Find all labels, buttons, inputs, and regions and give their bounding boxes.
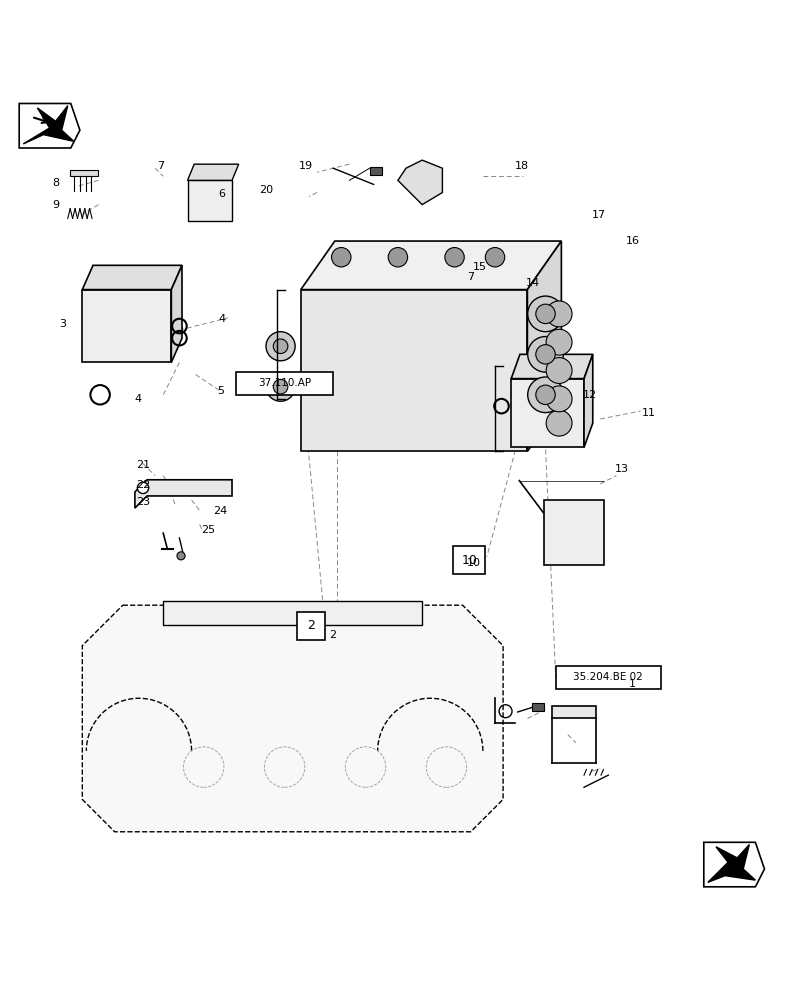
Polygon shape: [187, 164, 238, 180]
Text: 7: 7: [157, 161, 164, 171]
Polygon shape: [187, 180, 232, 221]
Bar: [296, 612, 324, 640]
Polygon shape: [24, 106, 74, 144]
Circle shape: [546, 301, 571, 327]
Polygon shape: [583, 354, 592, 447]
Polygon shape: [300, 241, 560, 290]
Circle shape: [485, 248, 504, 267]
Text: 25: 25: [201, 525, 215, 535]
Circle shape: [546, 358, 571, 383]
Circle shape: [177, 552, 185, 560]
Circle shape: [546, 329, 571, 355]
Circle shape: [527, 337, 563, 372]
Bar: [531, 703, 543, 711]
Circle shape: [331, 248, 350, 267]
Text: 23: 23: [136, 497, 151, 507]
Text: 12: 12: [581, 390, 596, 400]
Text: 6: 6: [218, 189, 225, 199]
Circle shape: [535, 304, 555, 324]
Text: 21: 21: [136, 460, 151, 470]
Bar: [551, 706, 595, 718]
Text: 5: 5: [217, 386, 224, 396]
Polygon shape: [511, 379, 583, 447]
Text: 35.204.BE 02: 35.204.BE 02: [573, 672, 642, 682]
Circle shape: [388, 248, 407, 267]
Text: 16: 16: [625, 236, 639, 246]
Bar: [453, 546, 485, 574]
Text: 18: 18: [515, 161, 529, 171]
Circle shape: [546, 410, 571, 436]
Bar: [163, 601, 422, 625]
Circle shape: [444, 248, 464, 267]
Text: 7: 7: [466, 272, 474, 282]
Circle shape: [527, 296, 563, 332]
Text: 2: 2: [307, 619, 315, 632]
Circle shape: [266, 372, 294, 401]
Text: 10: 10: [461, 554, 477, 567]
Circle shape: [137, 482, 148, 494]
Text: 11: 11: [642, 408, 655, 418]
Polygon shape: [82, 605, 503, 832]
Bar: [70, 170, 98, 176]
Text: 15: 15: [473, 262, 487, 272]
Circle shape: [273, 379, 287, 394]
Circle shape: [535, 345, 555, 364]
Text: 10: 10: [466, 558, 480, 568]
Text: 22: 22: [136, 480, 151, 490]
Circle shape: [273, 339, 287, 354]
Text: 2: 2: [328, 630, 336, 640]
Polygon shape: [707, 845, 754, 882]
Text: 9: 9: [52, 200, 59, 210]
Circle shape: [546, 386, 571, 412]
Polygon shape: [171, 265, 182, 362]
Bar: [236, 372, 333, 395]
Bar: [369, 167, 381, 175]
Text: 17: 17: [591, 210, 606, 220]
Text: 13: 13: [614, 464, 628, 474]
Polygon shape: [511, 354, 592, 379]
Circle shape: [527, 377, 563, 413]
Text: 3: 3: [59, 319, 67, 329]
Text: 14: 14: [525, 278, 539, 288]
Polygon shape: [526, 241, 560, 451]
Polygon shape: [300, 290, 526, 451]
Polygon shape: [82, 290, 171, 362]
Text: 8: 8: [52, 178, 59, 188]
Text: 19: 19: [298, 161, 312, 171]
Text: 37.110.AP: 37.110.AP: [258, 378, 311, 388]
Bar: [555, 666, 660, 689]
Text: 4: 4: [218, 314, 225, 324]
Text: 24: 24: [213, 506, 227, 516]
Polygon shape: [135, 480, 232, 508]
Text: 4: 4: [135, 394, 142, 404]
Text: 20: 20: [259, 185, 272, 195]
Polygon shape: [397, 160, 442, 205]
Bar: [543, 500, 603, 565]
Polygon shape: [82, 265, 182, 290]
Text: 1: 1: [628, 679, 635, 689]
Circle shape: [535, 385, 555, 405]
Circle shape: [266, 332, 294, 361]
